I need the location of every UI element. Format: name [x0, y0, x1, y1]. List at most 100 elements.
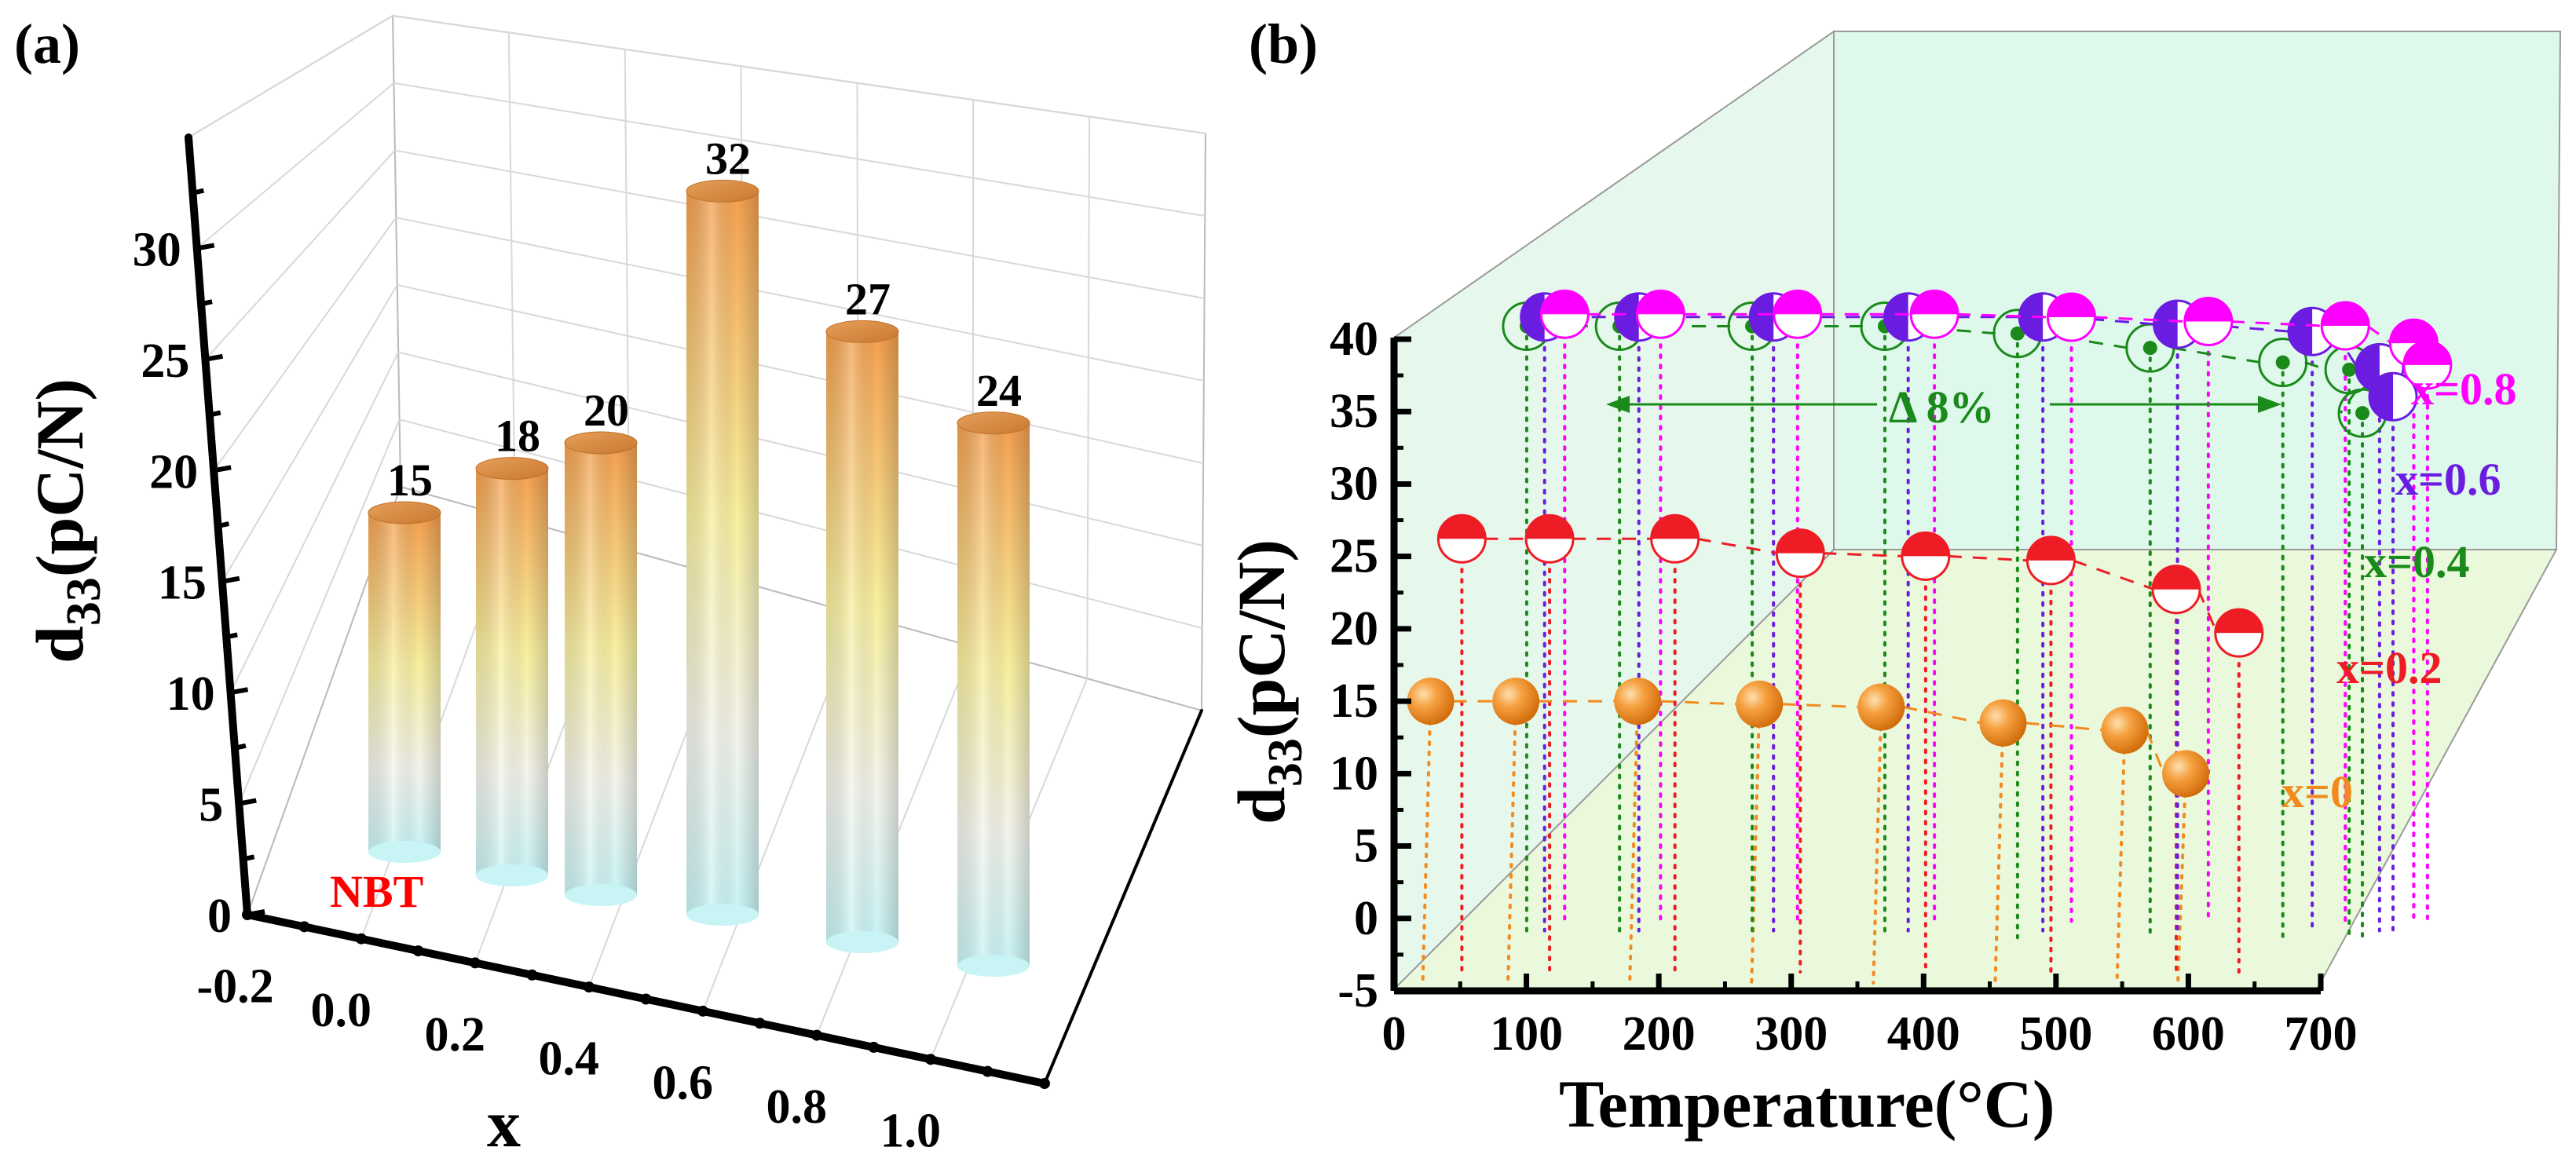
series-connector	[2199, 323, 2291, 333]
x-tick-mark	[412, 945, 424, 957]
data-point	[1979, 699, 2027, 747]
data-point	[1407, 678, 1454, 725]
panel-a-y-title: d33(pC/N)	[22, 378, 111, 663]
bar-cylinder: 24	[957, 365, 1030, 977]
drop-line	[2176, 772, 2188, 985]
x-tick-label: 0.2	[424, 1008, 485, 1062]
panel-a-label: (a)	[14, 13, 80, 75]
y-minor-tick	[200, 299, 213, 307]
marker-fill	[1776, 529, 1824, 554]
x-tick-mark	[697, 1005, 708, 1017]
marker-fill	[2019, 293, 2044, 341]
y-tick-label: 20	[1330, 602, 1378, 656]
y-tick-label: 35	[1330, 385, 1378, 438]
series-connector	[2025, 722, 2103, 732]
drop-line	[1506, 700, 1518, 985]
sphere-marker	[1736, 680, 1784, 728]
data-point	[1492, 678, 1540, 725]
nbt-annotation: NBT	[330, 866, 423, 917]
bar-cylinder: 18	[475, 411, 549, 886]
series-connector	[1956, 312, 2050, 319]
panel-b-y-ticks: -5 0 5 10 15 20 25 30 35 40	[1330, 312, 1411, 1018]
bar-cap	[825, 320, 899, 343]
data-point	[2214, 608, 2264, 658]
delta-annotation: Δ 8%	[1889, 382, 1995, 433]
marker-fill	[1615, 293, 1639, 341]
marker-fill	[2027, 536, 2075, 561]
x-tick-mark	[811, 1029, 822, 1041]
series-connector	[1947, 554, 2029, 562]
panel-b-x-title: Temperature(°C)	[1559, 1066, 2055, 1142]
x-tick-mark	[242, 909, 253, 920]
marker-fill	[1911, 290, 1959, 315]
y-tick-label: 30	[1330, 457, 1378, 510]
data-point	[2320, 301, 2370, 351]
series-connector	[2146, 729, 2165, 774]
bar-value-label: 20	[584, 385, 629, 436]
marker-fill	[2369, 373, 2394, 421]
x-tick-label: 200	[1623, 1007, 1696, 1061]
bar-cylinder: 15	[368, 455, 441, 863]
series-label: x=0.4	[2364, 536, 2470, 587]
y-tick-label: 25	[1330, 530, 1378, 583]
marker-fill	[2322, 302, 2369, 327]
drop-line	[1421, 700, 1433, 985]
marker-fill	[2153, 565, 2201, 590]
x-tick-label: 0.6	[652, 1056, 713, 1109]
panel-b-series	[1407, 289, 2453, 798]
y-major-tick	[238, 798, 257, 806]
marker-dot	[2142, 341, 2157, 356]
data-point	[1539, 289, 1590, 339]
sphere-marker	[2162, 750, 2210, 798]
delta-arrow	[1606, 396, 2281, 413]
bar-value-label: 18	[495, 411, 540, 462]
bar-shade	[565, 443, 637, 895]
marker-fill	[1773, 290, 1821, 315]
data-point	[1901, 531, 1951, 581]
x-tick-mark	[356, 933, 367, 945]
data-point	[1909, 289, 1959, 339]
bar-shade	[476, 468, 548, 875]
bar-base	[686, 904, 759, 926]
bar-cap	[368, 501, 441, 524]
y-minor-tick	[234, 743, 247, 751]
y-minor-tick	[217, 521, 230, 528]
data-point	[2368, 371, 2418, 422]
y-tick-label: 10	[1330, 747, 1378, 800]
bar-value-label: 24	[976, 365, 1022, 416]
side-gridline	[221, 284, 398, 583]
series-connector	[2093, 316, 2186, 323]
sphere-marker	[1979, 699, 2027, 747]
data-point	[1650, 513, 1700, 564]
marker-fill	[2403, 341, 2451, 365]
data-point	[1773, 289, 1823, 339]
y-minor-tick	[192, 188, 204, 195]
bar-cap	[564, 431, 638, 455]
marker-fill	[1520, 293, 1545, 341]
marker-dot	[2355, 406, 2370, 421]
data-point	[2162, 750, 2210, 798]
drop-line	[1628, 700, 1640, 985]
series-connector	[2304, 361, 2328, 371]
data-point	[1436, 513, 1487, 564]
x-tick-label: 0.0	[310, 984, 371, 1037]
bar-cap	[957, 411, 1030, 435]
marker-fill	[1884, 293, 1908, 341]
y-tick-label: 10	[166, 667, 215, 721]
side-gridline	[188, 15, 393, 138]
data-point	[2151, 565, 2201, 615]
y-major-tick	[230, 687, 249, 696]
y-tick-label: 15	[1330, 674, 1378, 728]
data-point	[1857, 683, 1905, 731]
y-tick-label: 5	[1354, 820, 1378, 873]
x-tick-mark	[470, 957, 481, 969]
back-gridline	[396, 217, 1205, 382]
sphere-marker	[1614, 678, 1662, 725]
data-point	[2025, 535, 2076, 586]
bar-shade	[368, 513, 441, 852]
back-vertical-gridline	[507, 32, 516, 519]
bar-value-label: 27	[845, 273, 891, 324]
bar-cylinder: 32	[686, 133, 759, 926]
y-tick-label: 25	[141, 334, 189, 388]
